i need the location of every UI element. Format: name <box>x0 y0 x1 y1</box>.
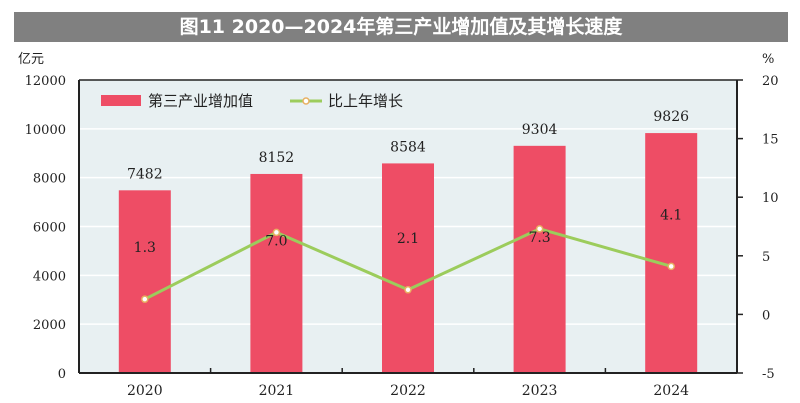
right-tick-label: 15 <box>762 133 779 148</box>
bar-2023 <box>513 145 566 373</box>
x-tick-label: 2021 <box>259 383 295 399</box>
x-tick-label: 2022 <box>390 383 426 399</box>
right-axis-unit: % <box>762 52 774 67</box>
bar-data-label: 8152 <box>259 150 295 166</box>
growth-point-2020 <box>141 295 149 303</box>
left-tick-label: 12000 <box>25 74 66 89</box>
right-tick-label: 5 <box>762 250 770 265</box>
x-tick-label: 2024 <box>653 383 689 399</box>
legend-line-label: 比上年增长 <box>328 92 403 110</box>
growth-data-label: 7.0 <box>265 233 287 249</box>
legend-bar-label: 第三产业增加值 <box>148 92 253 110</box>
x-tick-label: 2023 <box>522 383 558 399</box>
left-tick-label: 6000 <box>33 221 66 236</box>
x-tick-label: 2020 <box>127 383 163 399</box>
bar-2022 <box>382 163 434 373</box>
bar-data-label: 9826 <box>653 109 689 125</box>
bar-2024 <box>645 133 698 373</box>
growth-data-label: 2.1 <box>397 231 419 247</box>
right-tick-label: 20 <box>762 74 779 89</box>
left-tick-label: 0 <box>58 367 66 382</box>
chart-title: 图11 2020—2024年第三产业增加值及其增长速度 <box>14 12 788 42</box>
growth-data-label: 4.1 <box>660 207 682 223</box>
growth-data-label: 1.3 <box>134 240 156 256</box>
left-axis-unit: 亿元 <box>18 52 44 67</box>
bar-data-label: 9304 <box>522 122 558 138</box>
left-tick-label: 2000 <box>33 318 66 333</box>
bar-2020 <box>118 190 171 373</box>
legend-line-marker <box>302 97 310 105</box>
growth-point-2021 <box>272 228 281 237</box>
bar-data-label: 7482 <box>127 166 163 182</box>
right-tick-label: -5 <box>762 367 775 382</box>
left-tick-label: 10000 <box>25 123 66 138</box>
growth-data-label: 7.3 <box>528 230 550 246</box>
legend-bar-swatch <box>101 95 141 106</box>
growth-point-2023 <box>535 225 544 233</box>
right-tick-label: 10 <box>762 191 779 206</box>
growth-point-2022 <box>404 286 412 294</box>
bar-2021 <box>250 173 303 373</box>
right-tick-label: 0 <box>762 308 770 323</box>
left-tick-label: 8000 <box>33 172 66 187</box>
left-tick-label: 4000 <box>33 269 66 284</box>
bar-data-label: 8584 <box>390 139 426 155</box>
growth-point-2024 <box>667 262 675 271</box>
